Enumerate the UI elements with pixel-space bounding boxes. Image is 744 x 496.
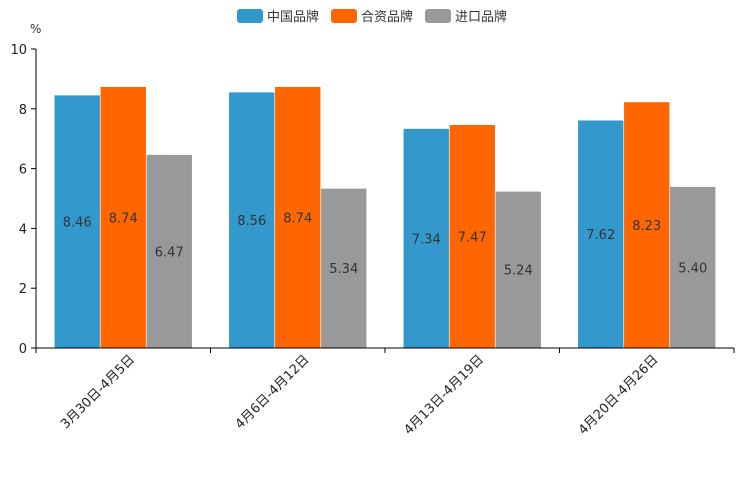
bar-value-label: 8.46 — [63, 216, 92, 231]
y-tick-label: 4 — [19, 222, 27, 237]
bar-value-label: 7.47 — [458, 230, 487, 245]
legend-item-imported[interactable]: 进口品牌 — [425, 6, 507, 25]
bar — [494, 191, 542, 349]
bar-value-label: 6.47 — [155, 245, 184, 260]
bar — [577, 119, 625, 349]
x-tick-label: 3月30日-4月5日 — [58, 352, 138, 432]
bar-value-label: 8.74 — [283, 211, 312, 226]
legend-item-joint-venture[interactable]: 合资品牌 — [330, 6, 413, 25]
y-tick-label: 6 — [19, 163, 27, 178]
bar — [402, 128, 450, 349]
x-tick-label: 4月13日-4月19日 — [401, 352, 487, 438]
bar — [623, 101, 671, 349]
bar-value-label: 5.34 — [329, 262, 358, 277]
y-axis-unit-label: % — [30, 22, 42, 36]
bar — [669, 186, 717, 349]
legend-item-domestic[interactable]: 中国品牌 — [236, 6, 319, 25]
bar-value-label: 8.56 — [237, 214, 266, 229]
bar — [448, 124, 496, 349]
legend-swatch-imported — [425, 8, 451, 23]
y-tick-label: 10 — [10, 43, 27, 58]
bar-value-label: 5.40 — [678, 261, 707, 276]
bar-value-label: 7.34 — [412, 232, 441, 247]
y-tick-label: 0 — [19, 342, 27, 357]
legend: 中国品牌 合资品牌 进口品牌 — [0, 6, 744, 25]
legend-swatch-domestic — [236, 8, 263, 23]
y-tick-label: 2 — [19, 282, 27, 297]
legend-swatch-joint-venture — [330, 8, 357, 23]
legend-label-joint-venture: 合资品牌 — [360, 10, 413, 25]
x-tick-label: 4月20日-4月26日 — [576, 352, 662, 438]
legend-label-domestic: 中国品牌 — [266, 10, 319, 25]
bar — [53, 94, 101, 349]
x-tick-label: 4月6日-4月12日 — [233, 352, 313, 432]
bar-value-label: 8.74 — [109, 211, 138, 226]
y-tick-label: 8 — [19, 103, 27, 118]
bar-value-label: 8.23 — [632, 219, 661, 234]
legend-label-imported: 进口品牌 — [455, 10, 508, 25]
bar — [320, 188, 368, 349]
bar — [228, 91, 276, 349]
bar — [99, 86, 147, 349]
bar-value-label: 5.24 — [504, 264, 533, 279]
bar-value-label: 7.62 — [586, 228, 615, 243]
